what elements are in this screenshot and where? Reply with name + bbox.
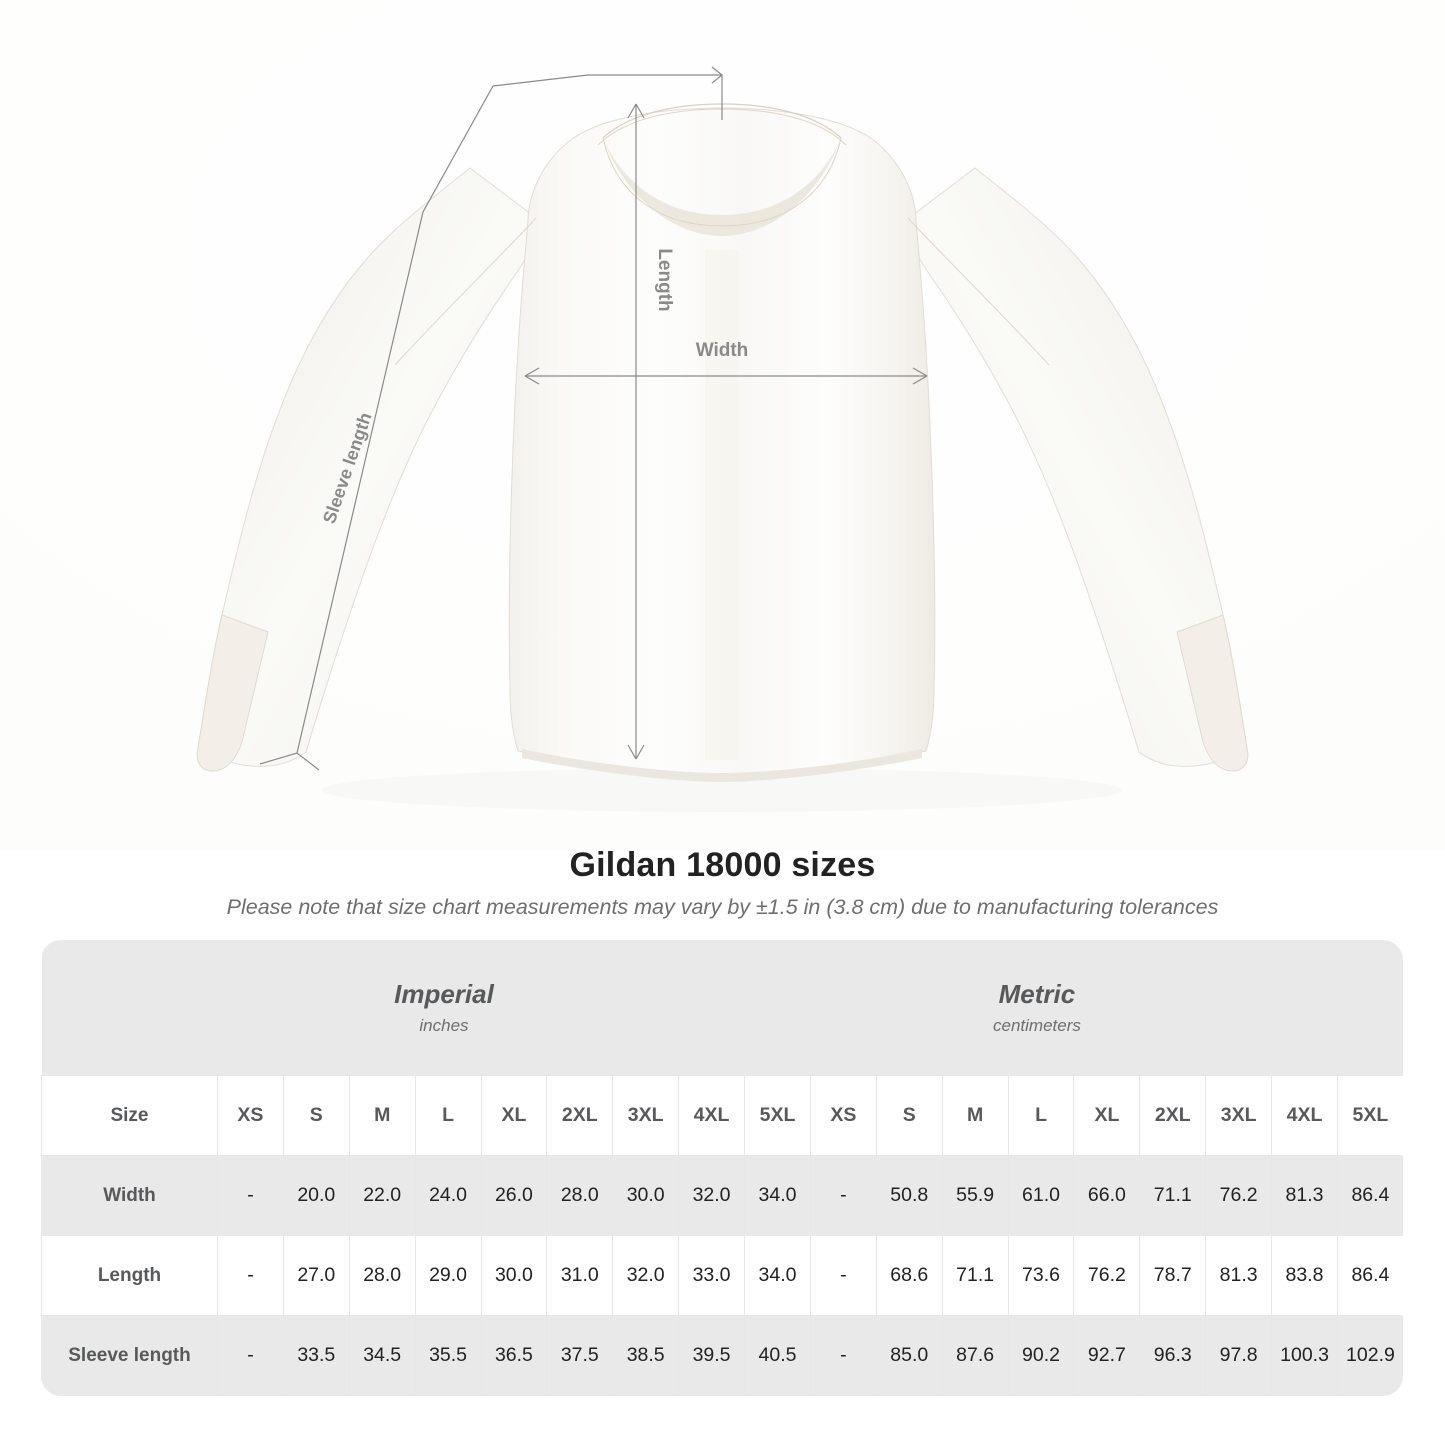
svg-text:Width: Width	[696, 340, 749, 361]
svg-text:Length: Length	[654, 248, 675, 311]
